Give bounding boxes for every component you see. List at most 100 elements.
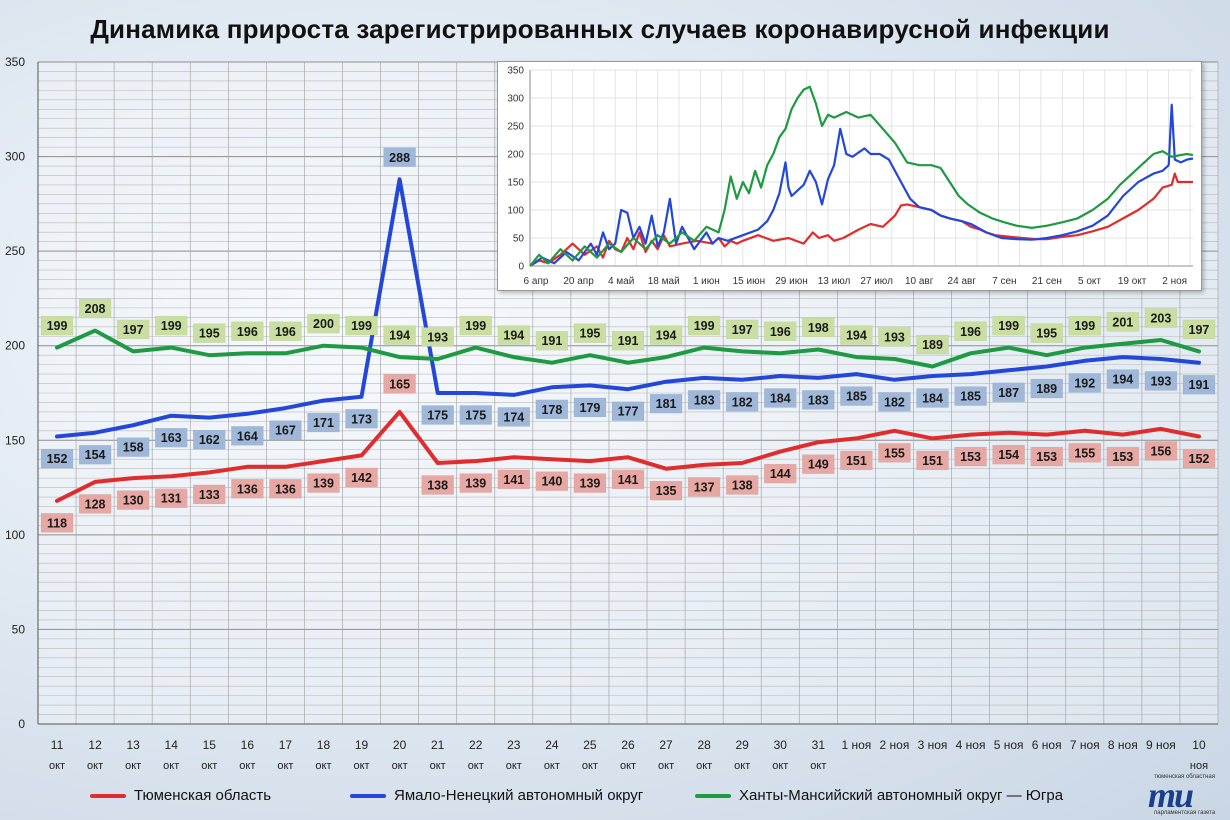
data-label-bg	[116, 319, 150, 340]
x-tick-label: 11	[51, 738, 64, 752]
data-label: 167	[275, 424, 296, 438]
data-label: 165	[389, 377, 410, 391]
y-tick-label: 350	[5, 55, 25, 69]
data-label-bg	[116, 490, 150, 510]
data-label-bg	[764, 463, 797, 484]
x-tick-label: 12	[88, 738, 102, 752]
data-label-bg	[992, 315, 1025, 336]
x-tick-label: 9 ноя	[1146, 738, 1176, 752]
data-label-bg	[535, 471, 569, 491]
data-label: 184	[770, 391, 791, 405]
legend-item-yanao: Ямало-Ненецкий автономный округ	[350, 787, 643, 804]
data-label: 185	[960, 390, 981, 404]
data-label-bg	[497, 325, 531, 345]
x-tick-label: 4 ноя	[956, 738, 986, 752]
x-tick-label: 5 ноя	[994, 738, 1024, 752]
data-label-bg	[345, 409, 378, 429]
x-tick-label-sub: окт	[696, 760, 712, 772]
data-label: 197	[732, 323, 753, 337]
x-tick-label: 2 ноя	[880, 738, 910, 752]
inset-x-tick-label: 2 ноя	[1162, 276, 1187, 287]
x-tick-label: 14	[165, 738, 179, 752]
inset-x-tick-label: 29 июн	[775, 276, 808, 287]
inset-x-tick-label: 13 июл	[818, 276, 851, 287]
data-label-bg	[459, 315, 492, 336]
data-label-bg	[840, 450, 873, 471]
inset-y-tick-label: 100	[507, 206, 524, 217]
data-label: 185	[846, 390, 867, 404]
data-label-bg	[954, 446, 987, 467]
data-label-bg	[687, 390, 721, 410]
x-tick-label: 27	[659, 738, 673, 752]
data-label: 183	[694, 393, 715, 407]
inset-x-tick-label: 19 окт	[1118, 276, 1147, 287]
inset-x-tick-label: 10 авг	[905, 276, 934, 287]
data-label: 137	[694, 480, 715, 494]
data-label: 195	[1036, 327, 1057, 341]
data-label-bg	[307, 473, 340, 493]
data-label: 199	[694, 319, 715, 333]
data-label-bg	[269, 420, 302, 440]
data-label: 144	[770, 467, 791, 481]
data-label-bg	[611, 401, 645, 421]
data-label-bg	[649, 325, 683, 345]
data-label: 198	[808, 321, 829, 335]
data-label: 193	[427, 330, 448, 344]
y-tick-label: 150	[5, 433, 25, 447]
data-label: 154	[998, 448, 1019, 462]
inset-y-tick-label: 150	[507, 178, 524, 189]
x-tick-label: 22	[469, 738, 483, 752]
x-tick-label: 31	[812, 738, 826, 752]
inset-x-tick-label: 21 сен	[1032, 276, 1062, 287]
x-tick-label-sub: окт	[620, 760, 636, 772]
data-label: 151	[922, 454, 943, 468]
data-label-bg	[1182, 319, 1216, 340]
inset-x-tick-label: 27 июл	[860, 276, 893, 287]
data-label: 184	[922, 391, 943, 405]
legend-label: Ямало-Ненецкий автономный округ	[394, 787, 644, 804]
x-tick-label-sub: окт	[468, 760, 484, 772]
data-label-bg	[992, 444, 1025, 465]
data-label: 194	[656, 329, 677, 343]
inset-y-tick-label: 350	[507, 66, 524, 77]
y-tick-label: 50	[12, 622, 26, 636]
data-label: 174	[503, 410, 524, 424]
legend-swatch	[350, 793, 386, 798]
x-tick-label: 20	[393, 738, 407, 752]
data-label-bg	[535, 330, 569, 351]
legend-item-tyumen: Тюменская область	[90, 787, 271, 804]
data-label-bg	[383, 374, 416, 394]
legend-swatch	[695, 793, 731, 798]
data-label: 163	[161, 431, 182, 445]
data-label: 162	[199, 433, 220, 447]
inset-chart: 0 50 100 150 200 250 300 350 6 апр 20 апр 4 май 18 …	[507, 66, 1194, 287]
data-label: 195	[199, 327, 220, 341]
data-label-bg	[78, 298, 112, 319]
x-tick-label: 18	[317, 738, 331, 752]
data-label-bg	[154, 488, 188, 508]
x-tick-label-sub: окт	[49, 760, 65, 772]
data-label: 153	[960, 450, 981, 464]
data-label: 192	[1074, 376, 1095, 390]
inset-series-line-2	[529, 85, 1194, 267]
data-label-bg	[269, 321, 302, 342]
data-label-bg	[1030, 446, 1063, 467]
data-label-bg	[764, 321, 797, 342]
data-label-bg	[193, 484, 226, 505]
data-label-bg	[802, 390, 835, 410]
data-label-bg	[1182, 374, 1216, 395]
data-label: 208	[85, 302, 106, 316]
data-label-bg	[231, 479, 264, 499]
data-label-bg	[878, 327, 911, 347]
y-tick-label: 300	[5, 150, 25, 164]
data-label-bg	[649, 393, 683, 414]
data-label: 203	[1150, 312, 1171, 326]
inset-y-tick-label: 50	[513, 234, 525, 245]
data-label-bg	[725, 475, 759, 495]
inset-x-tick-label: 15 июн	[733, 276, 766, 287]
data-label: 118	[47, 516, 67, 530]
data-label: 199	[351, 319, 372, 333]
data-label: 182	[884, 395, 905, 409]
x-tick-label-sub: окт	[582, 760, 598, 772]
